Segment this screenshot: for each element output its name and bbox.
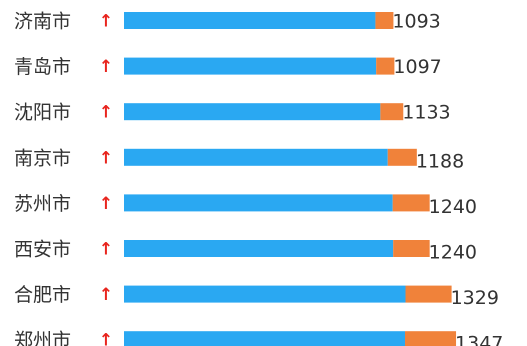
category-label: 济南市	[14, 11, 71, 33]
up-arrow-icon: ↑	[99, 285, 113, 305]
chart-row: 郑州市 ↑ 1347	[14, 330, 503, 346]
bar-segment-top	[387, 148, 417, 166]
category-label: 合肥市	[14, 284, 71, 306]
bar-segment-top	[380, 103, 404, 121]
chart-row: 济南市 ↑ 1093	[14, 11, 441, 33]
chart-row: 沈阳市 ↑ 1133	[14, 102, 451, 124]
chart-row: 合肥市 ↑ 1329	[14, 284, 499, 309]
category-label: 苏州市	[14, 193, 71, 215]
bar-segment-base	[124, 57, 377, 75]
up-arrow-icon: ↑	[99, 331, 113, 346]
bar-segment-top	[392, 194, 430, 212]
up-arrow-icon: ↑	[99, 57, 113, 77]
bar-segment-base	[124, 331, 406, 346]
up-arrow-icon: ↑	[99, 103, 113, 123]
value-label: 1347	[455, 333, 503, 346]
category-label: 南京市	[14, 147, 71, 169]
bar-segment-top	[376, 57, 395, 75]
bar-segment-top	[375, 12, 394, 29]
value-label: 1188	[416, 150, 464, 172]
value-label: 1240	[429, 196, 477, 218]
category-label: 郑州市	[14, 330, 71, 346]
value-label: 1133	[402, 102, 450, 124]
value-label: 1240	[429, 242, 477, 264]
value-label: 1329	[451, 287, 499, 309]
category-label: 西安市	[14, 239, 71, 261]
bar-segment-base	[124, 103, 381, 121]
value-label: 1093	[392, 11, 440, 33]
bar-segment-base	[124, 12, 376, 29]
category-label: 青岛市	[14, 56, 71, 78]
bar-segment-base	[124, 240, 394, 257]
category-label: 沈阳市	[14, 102, 71, 124]
bar-segment-base	[124, 285, 406, 303]
up-arrow-icon: ↑	[99, 240, 113, 260]
chart-row: 苏州市 ↑ 1240	[14, 193, 477, 218]
chart-row: 青岛市 ↑ 1097	[14, 56, 442, 78]
chart-row: 西安市 ↑ 1240	[14, 239, 477, 264]
bar-segment-base	[124, 194, 393, 212]
up-arrow-icon: ↑	[99, 148, 113, 168]
up-arrow-icon: ↑	[99, 194, 113, 214]
bar-segment-top	[393, 240, 430, 257]
chart-row: 南京市 ↑ 1188	[14, 147, 464, 172]
up-arrow-icon: ↑	[99, 12, 113, 32]
bar-segment-top	[405, 285, 452, 303]
bar-segment-top	[405, 331, 457, 346]
value-label: 1097	[393, 56, 441, 78]
bar-segment-base	[124, 148, 388, 166]
